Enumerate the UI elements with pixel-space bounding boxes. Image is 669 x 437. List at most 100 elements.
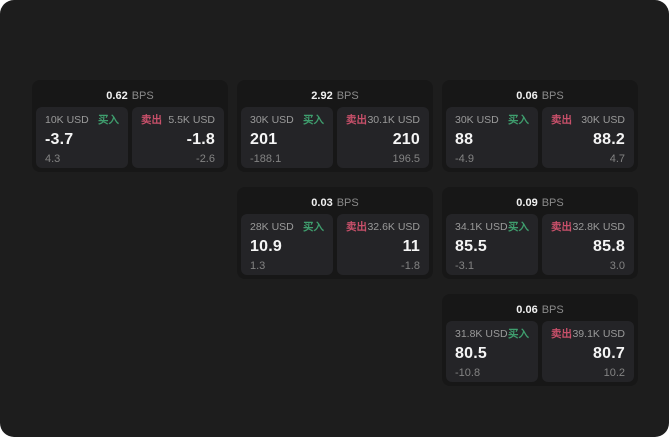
sell-side-label: 卖出 [551,221,572,233]
buy-panel[interactable]: 34.1K USD 买入 85.5 -3.1 [446,214,538,275]
buy-delta: 4.3 [45,153,61,165]
buy-price: 85.5 [455,238,487,255]
sell-price: 11 [402,238,420,255]
sell-panel-top: 卖出 5.5K USD [141,114,215,127]
bps-header: 0.06 BPS [446,298,634,321]
bps-value: 0.06 [516,303,538,316]
quote-card-1: 0.62 BPS 10K USD 买入 -3.7 4.3 卖出 5.5K USD [32,80,228,172]
buy-sell-panels: 30K USD 买入 201 -188.1 卖出 30.1K USD 210 1… [241,107,429,168]
sell-side-label: 卖出 [551,114,572,126]
sell-price: -1.8 [186,131,215,148]
buy-side-label: 买入 [508,328,529,340]
sell-delta: 4.7 [609,153,625,165]
buy-panel-top: 31.8K USD 买入 [455,328,529,341]
bps-unit-label: BPS [336,89,359,102]
sell-amount: 32.6K USD [367,221,420,233]
sell-delta: -2.6 [196,153,215,165]
buy-delta: -10.8 [455,367,481,379]
sell-amount: 39.1K USD [572,328,625,340]
sell-price: 80.7 [593,345,625,362]
sell-delta: 3.0 [609,260,625,272]
sell-panel-top: 卖出 30K USD [551,114,625,127]
buy-amount: 10K USD [45,114,89,126]
buy-delta: -3.1 [455,260,474,272]
sell-panel-top: 卖出 32.8K USD [551,221,625,234]
buy-sell-panels: 30K USD 买入 88 -4.9 卖出 30K USD 88.2 4.7 [446,107,634,168]
sell-panel-top: 卖出 32.6K USD [346,221,420,234]
sell-panel-top: 卖出 30.1K USD [346,114,420,127]
sell-panel[interactable]: 卖出 5.5K USD -1.8 -2.6 [132,107,224,168]
bps-unit-label: BPS [131,89,154,102]
quote-card-5: 0.09 BPS 34.1K USD 买入 85.5 -3.1 卖出 32.8K… [442,187,638,279]
bps-header: 2.92 BPS [241,84,429,107]
bps-header: 0.03 BPS [241,191,429,214]
sell-delta: -1.8 [401,260,420,272]
buy-amount: 31.8K USD [455,328,508,340]
quote-card-grid: 0.62 BPS 10K USD 买入 -3.7 4.3 卖出 5.5K USD [32,80,638,386]
buy-panel-top: 34.1K USD 买入 [455,221,529,234]
buy-sell-panels: 28K USD 买入 10.9 1.3 卖出 32.6K USD 11 -1.8 [241,214,429,275]
buy-price: 10.9 [250,238,282,255]
quote-card-2: 2.92 BPS 30K USD 买入 201 -188.1 卖出 30.1K … [237,80,433,172]
quote-card-6: 0.06 BPS 31.8K USD 买入 80.5 -10.8 卖出 39.1… [442,294,638,386]
buy-price: 201 [250,131,278,148]
buy-panel[interactable]: 31.8K USD 买入 80.5 -10.8 [446,321,538,382]
buy-side-label: 买入 [303,221,324,233]
bps-header: 0.62 BPS [36,84,224,107]
bps-value: 0.03 [311,196,333,209]
buy-panel[interactable]: 30K USD 买入 201 -188.1 [241,107,333,168]
sell-panel[interactable]: 卖出 32.8K USD 85.8 3.0 [542,214,634,275]
sell-amount: 32.8K USD [572,221,625,233]
bps-header: 0.09 BPS [446,191,634,214]
sell-price: 85.8 [593,238,625,255]
buy-amount: 30K USD [250,114,294,126]
buy-price: 88 [455,131,474,148]
sell-panel[interactable]: 卖出 30.1K USD 210 196.5 [337,107,429,168]
buy-panel[interactable]: 28K USD 买入 10.9 1.3 [241,214,333,275]
buy-panel-top: 30K USD 买入 [250,114,324,127]
sell-price: 210 [392,131,420,148]
bps-unit-label: BPS [336,196,359,209]
buy-sell-panels: 34.1K USD 买入 85.5 -3.1 卖出 32.8K USD 85.8… [446,214,634,275]
buy-side-label: 买入 [508,114,529,126]
buy-amount: 30K USD [455,114,499,126]
buy-panel-top: 10K USD 买入 [45,114,119,127]
buy-side-label: 买入 [98,114,119,126]
bps-unit-label: BPS [541,303,564,316]
sell-panel[interactable]: 卖出 39.1K USD 80.7 10.2 [542,321,634,382]
buy-delta: -4.9 [455,153,474,165]
quote-card-4: 0.03 BPS 28K USD 买入 10.9 1.3 卖出 32.6K US… [237,187,433,279]
sell-amount: 30K USD [581,114,625,126]
buy-sell-panels: 10K USD 买入 -3.7 4.3 卖出 5.5K USD -1.8 -2.… [36,107,224,168]
buy-panel[interactable]: 30K USD 买入 88 -4.9 [446,107,538,168]
sell-panel[interactable]: 卖出 32.6K USD 11 -1.8 [337,214,429,275]
buy-panel[interactable]: 10K USD 买入 -3.7 4.3 [36,107,128,168]
buy-delta: 1.3 [250,260,266,272]
buy-side-label: 买入 [303,114,324,126]
bps-unit-label: BPS [541,196,564,209]
quote-card-3: 0.06 BPS 30K USD 买入 88 -4.9 卖出 30K USD [442,80,638,172]
bps-value: 0.06 [516,89,538,102]
buy-panel-top: 28K USD 买入 [250,221,324,234]
bps-unit-label: BPS [541,89,564,102]
buy-sell-panels: 31.8K USD 买入 80.5 -10.8 卖出 39.1K USD 80.… [446,321,634,382]
buy-side-label: 买入 [508,221,529,233]
sell-panel-top: 卖出 39.1K USD [551,328,625,341]
bps-header: 0.06 BPS [446,84,634,107]
buy-amount: 34.1K USD [455,221,508,233]
sell-panel[interactable]: 卖出 30K USD 88.2 4.7 [542,107,634,168]
buy-amount: 28K USD [250,221,294,233]
sell-price: 88.2 [593,131,625,148]
sell-delta: 196.5 [392,153,420,165]
buy-price: -3.7 [45,131,74,148]
sell-side-label: 卖出 [346,221,367,233]
sell-side-label: 卖出 [141,114,162,126]
bps-value: 2.92 [311,89,333,102]
sell-amount: 5.5K USD [168,114,215,126]
sell-side-label: 卖出 [346,114,367,126]
buy-price: 80.5 [455,345,487,362]
sell-delta: 10.2 [603,367,625,379]
sell-amount: 30.1K USD [367,114,420,126]
buy-delta: -188.1 [250,153,282,165]
